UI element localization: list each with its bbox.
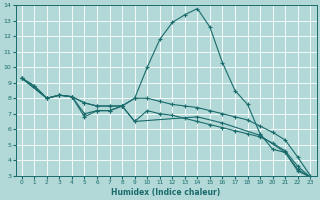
X-axis label: Humidex (Indice chaleur): Humidex (Indice chaleur) [111, 188, 221, 197]
